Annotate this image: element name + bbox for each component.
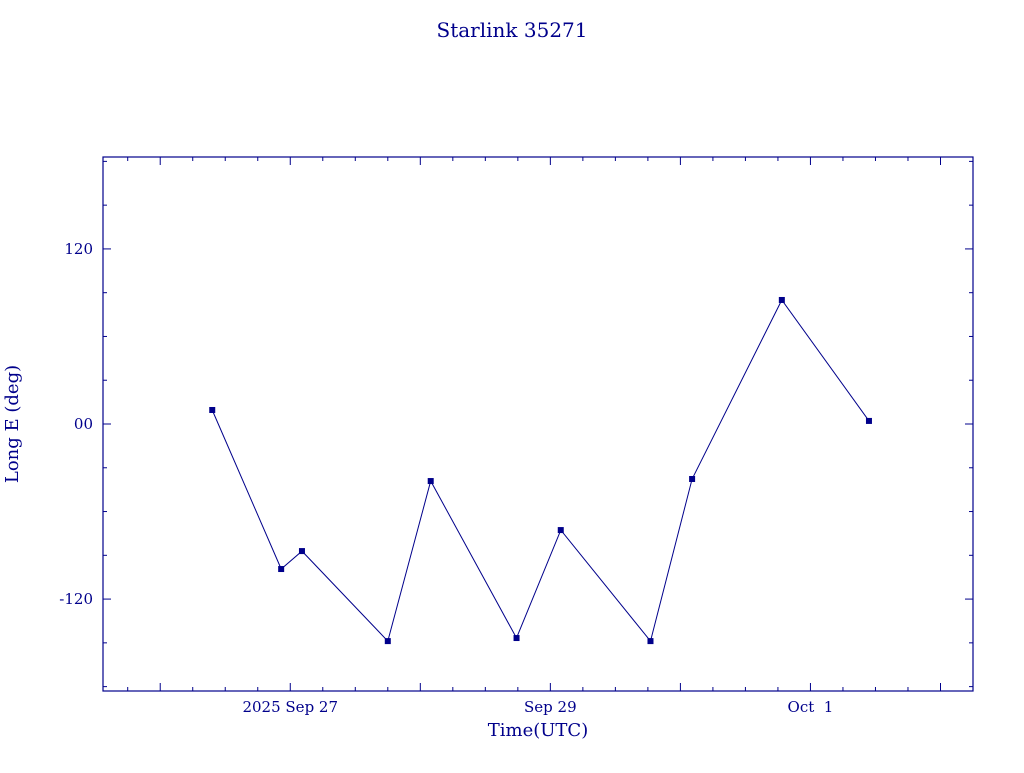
- y-axis-label: Long E (deg): [2, 365, 23, 483]
- data-point-marker: [513, 635, 520, 642]
- data-point-marker: [427, 478, 434, 485]
- y-tick-label: 00: [74, 415, 93, 433]
- x-tick-label: Oct 1: [788, 698, 834, 716]
- chart-title: Starlink 35271: [437, 18, 588, 42]
- data-point-marker: [865, 417, 872, 424]
- y-tick-label: 120: [64, 240, 93, 258]
- x-axis-label: Time(UTC): [488, 720, 588, 741]
- data-point-marker: [298, 548, 305, 555]
- plot-frame: [102, 156, 974, 692]
- y-tick-label: -120: [59, 590, 93, 608]
- data-point-marker: [384, 638, 391, 645]
- data-point-marker: [278, 566, 285, 573]
- x-tick-label: 2025 Sep 27: [242, 698, 338, 716]
- data-point-marker: [689, 476, 696, 483]
- data-point-marker: [778, 296, 785, 303]
- data-line: [211, 299, 870, 643]
- x-tick-label: Sep 29: [524, 698, 577, 716]
- data-point-marker: [557, 527, 564, 534]
- data-point-marker: [647, 638, 654, 645]
- data-point-marker: [209, 406, 216, 413]
- plot-area: 2025 Sep 27 Sep 29 Oct 1 120 00 -120: [59, 156, 974, 716]
